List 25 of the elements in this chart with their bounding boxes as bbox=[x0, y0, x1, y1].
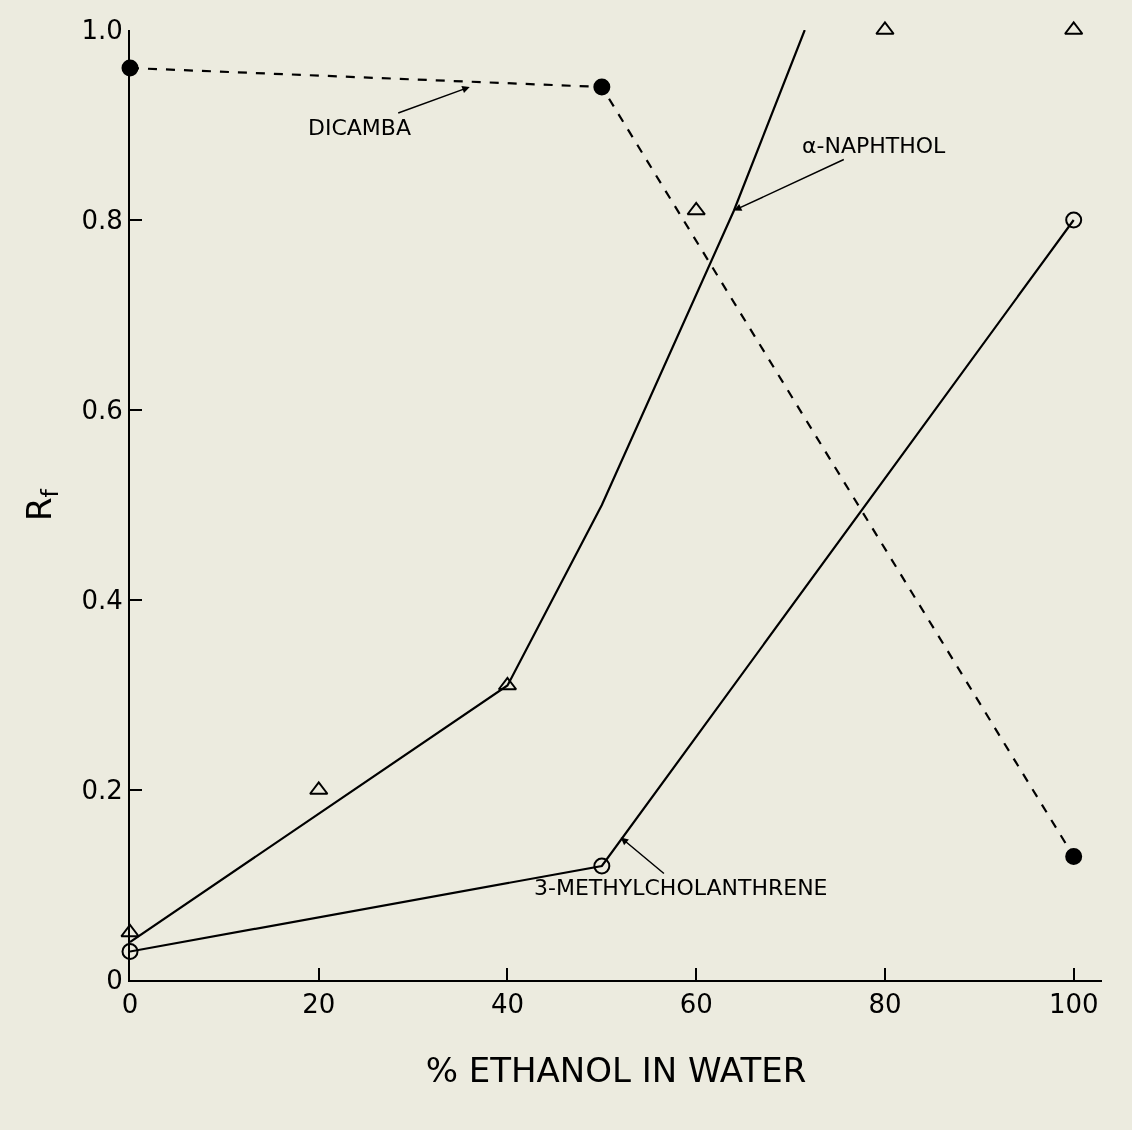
point bbox=[121, 943, 139, 960]
y-tick-label: 0.4 bbox=[81, 585, 123, 616]
annotation: 3-METHYLCHOLANTHRENE bbox=[534, 875, 828, 900]
point bbox=[875, 21, 895, 35]
x-tick-label: 20 bbox=[302, 989, 336, 1020]
point bbox=[120, 924, 140, 938]
point bbox=[593, 78, 611, 96]
x-tick-label: 40 bbox=[490, 989, 525, 1020]
annotation: DICAMBA bbox=[308, 115, 411, 140]
point bbox=[309, 781, 329, 795]
x-axis-title: % ETHANOL IN WATER bbox=[425, 1050, 807, 1090]
point bbox=[593, 857, 611, 875]
point bbox=[1064, 21, 1084, 35]
point bbox=[686, 202, 706, 216]
y-tick-label: 0.2 bbox=[81, 775, 123, 806]
x-tick-label: 100 bbox=[1048, 989, 1099, 1020]
y-tick-label: 0 bbox=[106, 965, 123, 996]
y-tick-label: 1.0 bbox=[81, 15, 123, 46]
y-tick-label: 0.8 bbox=[81, 205, 123, 236]
annotation: α-NAPHTHOL bbox=[802, 133, 947, 158]
point bbox=[1065, 848, 1083, 865]
x-tick-label: 60 bbox=[679, 989, 713, 1020]
y-tick-label: 0.6 bbox=[81, 395, 123, 426]
point bbox=[1065, 211, 1083, 229]
x-tick-label: 80 bbox=[868, 989, 902, 1020]
